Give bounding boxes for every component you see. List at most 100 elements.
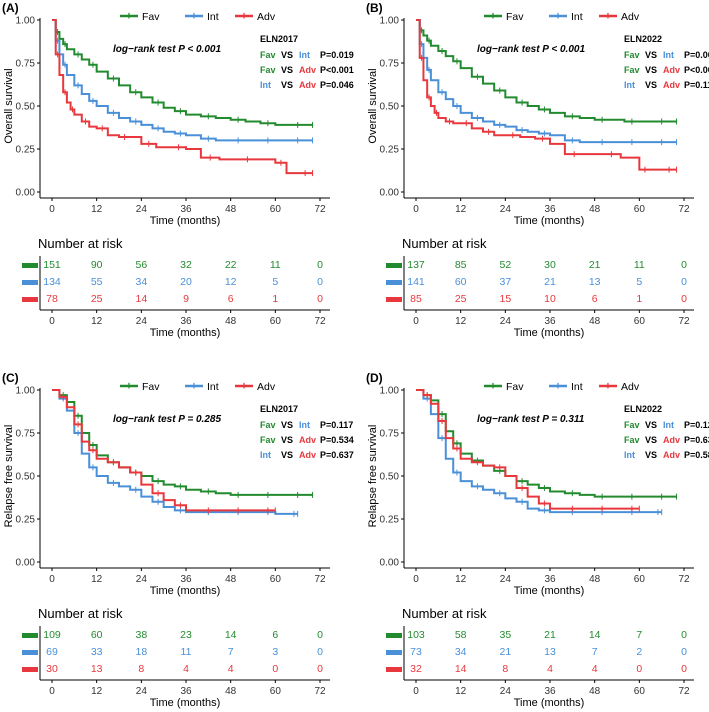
y-tick-label: 1.00 (16, 386, 36, 397)
risk-count: 25 (91, 293, 103, 305)
risk-x-tick-label: 36 (180, 316, 192, 327)
risk-x-axis-title: Time (months) (150, 327, 221, 339)
risk-x-tick-label: 60 (270, 316, 282, 327)
comparison-vs: VS (645, 450, 657, 460)
risk-row-key-adv (22, 667, 38, 672)
comparison-group-a: Int (260, 80, 271, 90)
risk-count: 38 (135, 629, 147, 641)
risk-x-tick-label: 24 (136, 686, 148, 697)
x-tick-label: 24 (136, 574, 148, 585)
comparison-group-a: Int (260, 450, 271, 460)
comparison-group-b: Adv (299, 450, 316, 460)
risk-count: 151 (43, 259, 61, 271)
risk-count: 25 (455, 293, 467, 305)
y-tick-label: 0.50 (380, 102, 400, 113)
risk-count: 69 (46, 646, 58, 658)
panel-label: (B) (366, 1, 383, 15)
risk-count: 109 (43, 629, 61, 641)
risk-count: 13 (544, 646, 556, 658)
comparison-vs: VS (281, 80, 293, 90)
comparison-group-b: Adv (299, 80, 316, 90)
panel-label: (A) (2, 1, 19, 15)
comparison-group-a: Fav (624, 420, 640, 430)
comparison-vs: VS (645, 50, 657, 60)
risk-count: 60 (455, 276, 467, 288)
risk-count: 21 (589, 259, 601, 271)
legend-cross: + (605, 11, 611, 23)
comparison-vs: VS (281, 65, 293, 75)
y-tick-label: 0.25 (16, 515, 36, 526)
risk-count: 134 (43, 276, 61, 288)
x-tick-label: 72 (314, 204, 326, 215)
risk-count: 0 (681, 259, 687, 271)
x-tick-label: 60 (270, 574, 282, 585)
risk-count: 3 (272, 646, 278, 658)
legend-label: Int (207, 381, 219, 393)
risk-x-tick-label: 24 (136, 316, 148, 327)
risk-row-key-fav (386, 633, 402, 638)
km-panel: (C)0.000.250.500.751.000 12 24 36 48 60 72Time… (2, 371, 354, 709)
risk-count: 8 (502, 663, 508, 675)
x-tick-label: 48 (589, 204, 601, 215)
risk-count: 0 (681, 276, 687, 288)
risk-count: 37 (499, 276, 511, 288)
risk-x-tick-label: 12 (91, 316, 103, 327)
legend-cross: + (126, 381, 132, 393)
risk-x-tick-label: 60 (270, 686, 282, 697)
risk-count: 10 (544, 293, 556, 305)
risk-count: 12 (225, 276, 237, 288)
x-tick-label: 12 (91, 204, 103, 215)
legend-cross: + (191, 11, 197, 23)
risk-count: 32 (410, 663, 422, 675)
risk-count: 0 (681, 629, 687, 641)
comparison-p-value: P=0.125 (684, 420, 709, 430)
comparison-vs: VS (281, 450, 293, 460)
comparison-group-a: Fav (260, 50, 276, 60)
x-axis-title: Time (months) (150, 585, 221, 597)
comparison-group-b: Int (663, 50, 674, 60)
x-tick-label: 0 (49, 204, 55, 215)
guideline-label: ELN2017 (260, 34, 298, 44)
risk-count: 141 (407, 276, 425, 288)
risk-count: 9 (183, 293, 189, 305)
x-tick-label: 24 (500, 574, 512, 585)
risk-count: 23 (180, 629, 192, 641)
risk-count: 14 (455, 663, 467, 675)
comparison-p-value: P=0.11 (684, 80, 709, 90)
risk-count: 14 (225, 629, 237, 641)
x-tick-label: 0 (413, 574, 419, 585)
legend-label: Adv (257, 381, 276, 393)
comparison-group-b: Adv (299, 65, 316, 75)
risk-x-tick-label: 60 (634, 316, 646, 327)
risk-row-key-fav (22, 633, 38, 638)
risk-count: 1 (272, 293, 278, 305)
risk-x-tick-label: 72 (678, 316, 690, 327)
risk-count: 6 (592, 293, 598, 305)
risk-count: 73 (410, 646, 422, 658)
panel-label: (C) (2, 371, 19, 385)
legend-cross: + (605, 381, 611, 393)
legend-cross: + (126, 11, 132, 23)
risk-count: 4 (228, 663, 234, 675)
risk-count: 7 (636, 629, 642, 641)
risk-count: 6 (272, 629, 278, 641)
comparison-vs: VS (645, 80, 657, 90)
legend-label: Adv (621, 11, 640, 23)
km-curve-adv (416, 19, 677, 171)
legend-label: Fav (506, 11, 524, 23)
x-tick-label: 60 (634, 204, 646, 215)
risk-count: 22 (225, 259, 237, 271)
y-tick-label: 0.00 (16, 558, 36, 569)
risk-x-axis-title: Time (months) (514, 697, 585, 709)
risk-x-tick-label: 0 (49, 316, 55, 327)
comparison-p-value: P<0.001 (684, 65, 709, 75)
logrank-text: log−rank test P < 0.001 (113, 44, 221, 55)
risk-count: 4 (183, 663, 189, 675)
risk-x-tick-label: 0 (49, 686, 55, 697)
risk-row-key-fav (22, 263, 38, 268)
risk-count: 14 (135, 293, 147, 305)
risk-count: 137 (407, 259, 425, 271)
risk-count: 21 (544, 629, 556, 641)
y-tick-label: 0.75 (16, 59, 36, 70)
guideline-label: ELN2022 (624, 34, 662, 44)
